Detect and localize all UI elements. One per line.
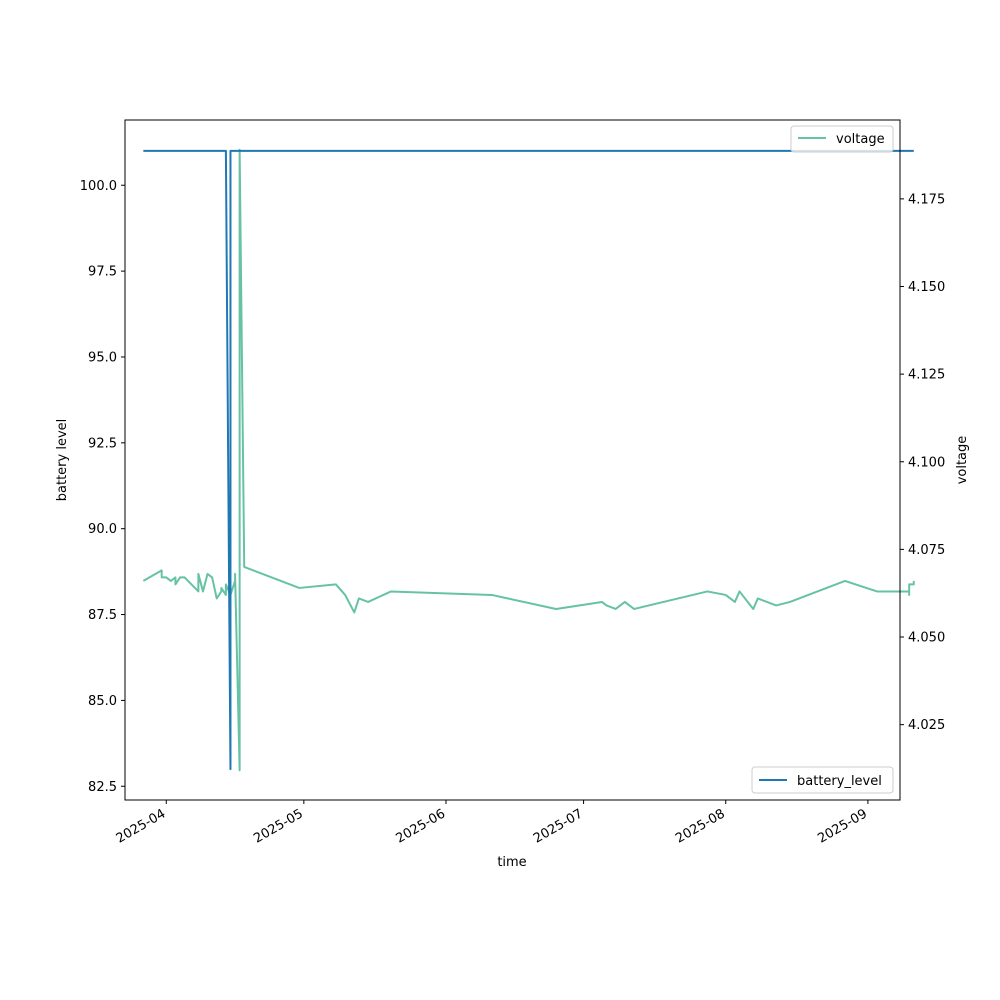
- plot-layer: [142, 148, 915, 772]
- y-left-tick-label: 90.0: [88, 522, 117, 537]
- y-left-tick-label: 97.5: [88, 265, 117, 280]
- y-left-tick-label: 82.5: [88, 780, 117, 795]
- y-right-tick-label: 4.150: [908, 280, 945, 295]
- y-axis-right-label: voltage: [955, 436, 970, 485]
- y-left-tick-label: 95.0: [88, 350, 117, 365]
- legend-battery-level-box: [751, 766, 894, 794]
- y-right-tick-label: 4.100: [908, 455, 945, 470]
- y-left-tick-label: 87.5: [88, 608, 117, 623]
- series-line-battery-level: [143, 149, 914, 771]
- y-right-tick-label: 4.075: [908, 543, 945, 558]
- legend-battery-level-label: battery_level: [797, 774, 882, 789]
- y-right-tick-label: 4.175: [908, 192, 945, 207]
- legend-battery-level: battery_level: [751, 766, 894, 794]
- y-right-tick-label: 4.050: [908, 631, 945, 646]
- series-line-voltage: [142, 148, 915, 772]
- y-right-tick-label: 4.125: [908, 368, 945, 383]
- y-left-tick-label: 100.0: [80, 179, 117, 194]
- y-left-tick-label: 85.0: [88, 694, 117, 709]
- y-axis-left-label: battery level: [55, 419, 70, 502]
- legend-voltage-label: voltage: [836, 132, 885, 147]
- legend-voltage-box: [790, 125, 894, 153]
- y-left-tick-label: 92.5: [88, 436, 117, 451]
- y-right-tick-label: 4.025: [908, 718, 945, 733]
- legend-voltage: voltage: [790, 125, 894, 153]
- plot-frame: [124, 119, 901, 801]
- x-axis-label: time: [497, 855, 526, 870]
